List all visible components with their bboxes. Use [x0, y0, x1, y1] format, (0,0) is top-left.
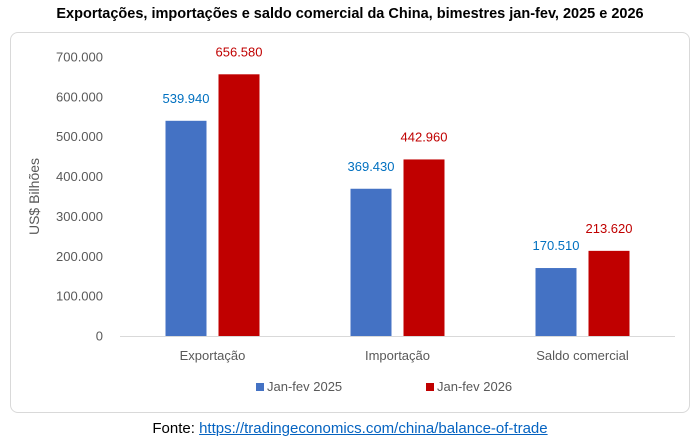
x-tick-label: Exportação [180, 348, 246, 363]
data-label: 442.960 [401, 129, 448, 144]
chart-area [10, 32, 690, 413]
bar-2-2 [403, 159, 445, 336]
y-tick-label: 0 [96, 329, 103, 344]
data-label: 539.940 [163, 91, 210, 106]
y-tick-label: 600.000 [56, 89, 103, 104]
source-line: Fonte: https://tradingeconomics.com/chin… [0, 420, 700, 437]
y-tick-label: 200.000 [56, 249, 103, 264]
legend-swatch [426, 383, 434, 391]
y-axis-label: US$ Bilhões [26, 158, 42, 235]
legend-label: Jan-fev 2025 [267, 379, 342, 394]
y-tick-label: 700.000 [56, 50, 103, 65]
chart-title: Exportações, importações e saldo comerci… [56, 6, 644, 22]
data-label: 369.430 [348, 159, 395, 174]
data-label: 213.620 [586, 221, 633, 236]
y-tick-label: 300.000 [56, 209, 103, 224]
x-tick-label: Saldo comercial [536, 348, 629, 363]
source-prefix: Fonte: [152, 420, 200, 437]
bar-2-3 [588, 250, 630, 336]
bar-1-1 [165, 120, 207, 336]
legend-swatch [256, 383, 264, 391]
data-label: 170.510 [533, 238, 580, 253]
source-link[interactable]: https://tradingeconomics.com/china/balan… [199, 420, 548, 437]
data-label: 656.580 [216, 44, 263, 59]
legend-label: Jan-fev 2026 [437, 379, 512, 394]
y-tick-label: 500.000 [56, 129, 103, 144]
bar-1-2 [350, 188, 392, 336]
bar-2-1 [218, 74, 260, 336]
y-tick-label: 100.000 [56, 289, 103, 304]
x-tick-label: Importação [365, 348, 430, 363]
bar-1-3 [535, 268, 577, 336]
y-tick-label: 400.000 [56, 169, 103, 184]
